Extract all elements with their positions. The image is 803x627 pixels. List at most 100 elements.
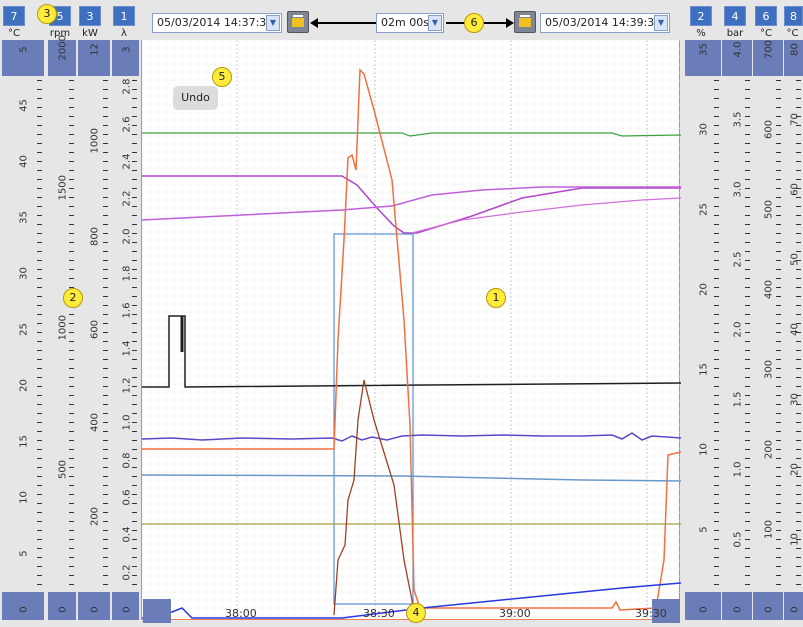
axis-range-bottom-handle[interactable] <box>78 592 110 620</box>
axis-tick-label: 1.0 <box>121 414 132 431</box>
axis-range-bottom-handle[interactable] <box>112 592 139 620</box>
axis-tick <box>714 485 719 486</box>
axis-tick-label: 2.8 <box>121 78 132 95</box>
axis-tick <box>745 89 750 90</box>
axis-tick <box>745 260 750 261</box>
axis-column[interactable]: 3 2.8 2.6 2.4 2.2 2.0 1.8 1.6 1.4 1.2 1.0 0.8 0.6 0.4… <box>112 40 139 620</box>
axis-range-top-handle[interactable] <box>112 40 139 76</box>
chart-plot-area[interactable] <box>141 40 682 620</box>
go-to-end-icon[interactable] <box>514 11 536 33</box>
axis-tick <box>776 422 781 423</box>
axis-1-button[interactable]: 1 <box>113 6 135 26</box>
go-to-start-icon[interactable] <box>287 11 309 33</box>
axis-tick <box>796 458 801 459</box>
axis-range-top-handle[interactable] <box>685 40 721 76</box>
end-datetime-select[interactable]: 05/03/2014 14:39:37 ▼ <box>540 13 670 33</box>
axis-tick <box>69 134 74 135</box>
axis-tick <box>776 584 781 585</box>
axis-tick <box>776 143 781 144</box>
axis-column[interactable]: 80 70 60 50 40 30 20 10 0 <box>784 40 803 620</box>
end-datetime-value: 05/03/2014 14:39:37 <box>545 16 662 29</box>
axis-8-button[interactable]: 8 <box>784 6 803 26</box>
axis-tick-label: 12 <box>89 43 101 56</box>
axis-range-bottom-handle[interactable] <box>784 592 803 620</box>
axis-column[interactable]: 2000 1500 1000 500 0 <box>48 35 76 620</box>
axis-column[interactable]: 700 600 500 400 300 200 100 0 <box>753 40 783 620</box>
axis-3-button[interactable]: 3 <box>79 6 101 26</box>
axis-tick <box>69 440 74 441</box>
axis-range-top-handle[interactable] <box>784 40 803 76</box>
axis-tick-label: 5 <box>18 550 30 557</box>
axis-tick <box>103 170 108 171</box>
axis-tick <box>745 161 750 162</box>
chevron-down-icon[interactable]: ▼ <box>428 15 442 31</box>
axis-tick <box>776 377 781 378</box>
axis-2-button[interactable]: 2 <box>690 6 712 26</box>
axis-range-bottom-handle[interactable] <box>685 592 721 620</box>
axis-tick <box>714 521 719 522</box>
axis-range-bottom-handle[interactable] <box>2 592 44 620</box>
x-scroll-right-handle[interactable] <box>652 599 680 623</box>
x-tick-label: 39:00 <box>499 607 531 620</box>
axis-tick <box>103 89 108 90</box>
axis-range-top-handle[interactable] <box>48 40 76 76</box>
start-datetime-select[interactable]: 05/03/2014 14:37:37 ▼ <box>152 13 282 33</box>
axis-tick <box>132 323 137 324</box>
axis-tick <box>103 278 108 279</box>
axis-tick <box>69 314 74 315</box>
axis-tick <box>103 440 108 441</box>
axis-tick <box>132 341 137 342</box>
axis-tick <box>776 440 781 441</box>
axis-tick <box>776 305 781 306</box>
axis-tick <box>745 404 750 405</box>
axis-tick <box>103 305 108 306</box>
undo-button[interactable]: Undo <box>173 86 218 110</box>
axis-column[interactable]: 4.0 3.5 3.0 2.5 2.0 1.5 1.0 0.5 0 <box>722 40 752 620</box>
axis-7-button[interactable]: 7 <box>3 6 25 26</box>
axis-range-top-handle[interactable] <box>722 40 752 76</box>
axis-tick <box>714 566 719 567</box>
axis-tick <box>103 251 108 252</box>
axis-range-top-handle[interactable] <box>753 40 783 76</box>
axis-tick-label: 0 <box>89 606 101 613</box>
axis-tick <box>714 476 719 477</box>
axis-tick <box>37 269 42 270</box>
axis-tick <box>69 521 74 522</box>
axis-range-top-handle[interactable] <box>2 40 44 76</box>
axis-range-bottom-handle[interactable] <box>48 592 76 620</box>
axis-6-button[interactable]: 6 <box>755 6 777 26</box>
series-lightblue-line <box>141 474 682 482</box>
axis-tick <box>745 575 750 576</box>
selection-rectangle[interactable] <box>333 233 414 605</box>
axis-tick <box>37 494 42 495</box>
axis-tick <box>132 215 137 216</box>
chevron-down-icon[interactable]: ▼ <box>266 15 280 31</box>
axis-tick <box>132 332 137 333</box>
axis-column[interactable]: 35 30 25 20 15 10 5 0 <box>685 40 721 620</box>
axis-tick-label: 0 <box>763 606 775 613</box>
axis-tick <box>745 233 750 234</box>
axis-tick <box>776 278 781 279</box>
span-select[interactable]: 02m 00s ▼ <box>376 13 444 33</box>
x-scroll-left-handle[interactable] <box>143 599 171 623</box>
axis-tick <box>714 107 719 108</box>
axis-4-button[interactable]: 4 <box>724 6 746 26</box>
axis-tick <box>37 143 42 144</box>
axis-tick <box>714 305 719 306</box>
axis-tick <box>796 494 801 495</box>
axis-tick <box>69 143 74 144</box>
axis-range-top-handle[interactable] <box>78 40 110 76</box>
axis-tick <box>714 134 719 135</box>
axis-tick <box>103 413 108 414</box>
axis-tick <box>745 107 750 108</box>
axis-range-bottom-handle[interactable] <box>722 592 752 620</box>
axis-column[interactable]: 12 1000 800 600 400 200 0 <box>78 40 110 620</box>
axis-range-bottom-handle[interactable] <box>753 592 783 620</box>
axis-column[interactable]: 5 45 40 35 30 25 20 15 10 5 0 <box>2 40 44 620</box>
chevron-down-icon[interactable]: ▼ <box>654 15 668 31</box>
axis-tick-label: 30 <box>789 393 800 406</box>
axis-tick <box>132 125 137 126</box>
axis-tick <box>37 116 42 117</box>
axis-tick <box>37 251 42 252</box>
axis-tick <box>69 206 74 207</box>
